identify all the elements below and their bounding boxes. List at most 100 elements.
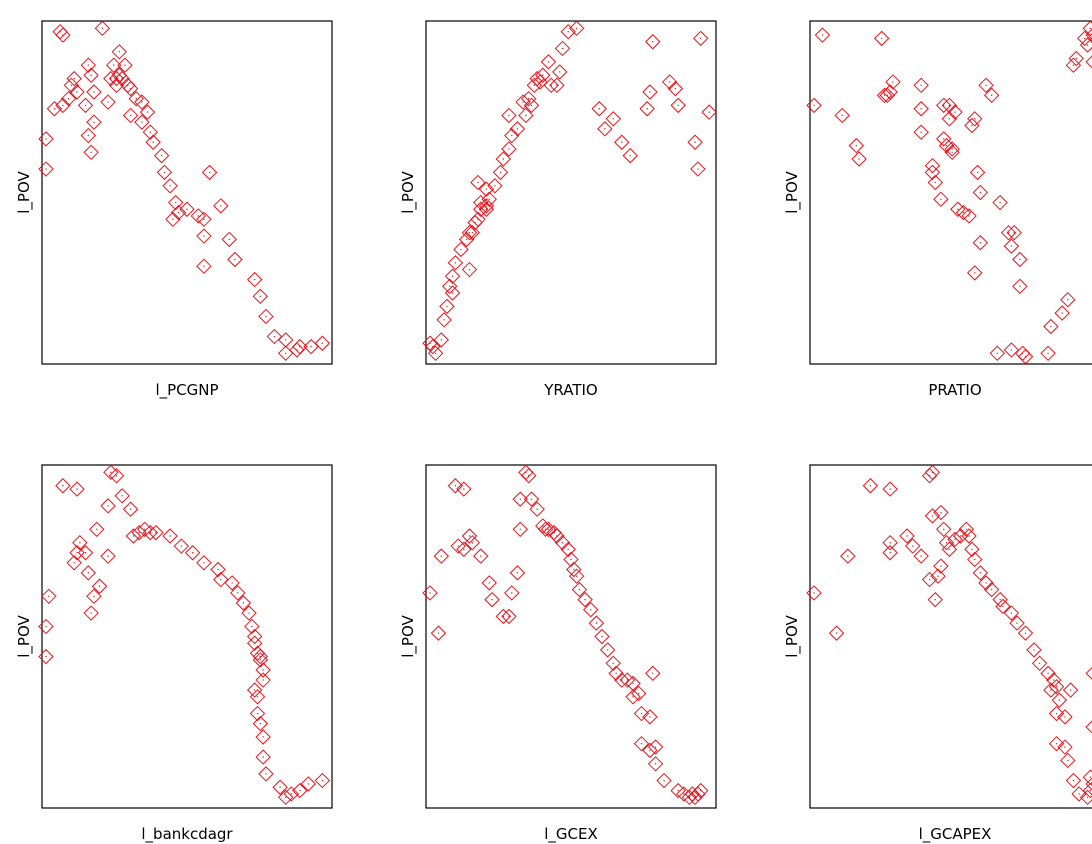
data-point [899, 528, 915, 544]
data-point [1043, 318, 1059, 335]
data-point [249, 705, 266, 722]
data-point [806, 585, 822, 601]
data-point [456, 541, 472, 558]
data-point [701, 104, 717, 120]
data-point [921, 571, 938, 588]
x-axis-label: l_GCAPEX [919, 825, 992, 844]
data-point [179, 201, 195, 217]
data-point [656, 772, 672, 789]
data-point [108, 77, 125, 94]
data-point [661, 74, 678, 90]
data-point [1017, 348, 1034, 365]
data-point [882, 545, 898, 561]
data-point [464, 224, 481, 241]
data-point [501, 141, 517, 157]
plot-frame [41, 20, 333, 365]
data-point [484, 591, 500, 608]
data-point [828, 625, 845, 641]
data-point [608, 665, 624, 682]
data-point [436, 312, 452, 328]
data-point [882, 481, 898, 497]
data-point [495, 608, 512, 625]
data-point [241, 605, 257, 621]
data-point [252, 715, 269, 732]
data-point [201, 164, 218, 181]
data-point [72, 534, 88, 551]
data-point [430, 625, 447, 641]
data-point [961, 528, 977, 544]
data-point [473, 194, 489, 211]
data-point [1085, 55, 1092, 69]
data-point [535, 67, 551, 83]
data-point [938, 534, 955, 551]
data-point [252, 648, 269, 665]
data-point [1085, 720, 1092, 734]
data-point [1048, 735, 1065, 752]
data-point [885, 74, 901, 90]
scatter-panel: l_bankcdagr l_POV [15, 464, 333, 844]
data-point [235, 595, 252, 611]
x-axis-label: l_bankcdagr [141, 825, 233, 844]
data-point [1060, 752, 1076, 769]
data-point [142, 124, 159, 140]
data-point [473, 548, 489, 564]
data-point [86, 588, 102, 605]
plot-frame [425, 464, 717, 809]
data-point [170, 204, 187, 221]
data-point [605, 111, 622, 127]
data-point [978, 575, 994, 591]
data-point [69, 481, 85, 497]
data-point [427, 345, 444, 362]
data-point [504, 127, 520, 144]
data-point [300, 776, 316, 792]
data-point [633, 735, 650, 752]
data-point [924, 164, 941, 181]
data-point [55, 27, 71, 43]
data-point [255, 672, 271, 688]
data-point [266, 328, 283, 345]
data-point [314, 335, 331, 351]
data-point [577, 591, 593, 608]
data-point [272, 779, 288, 795]
data-point [1068, 50, 1084, 67]
data-point [425, 338, 441, 355]
data-point [969, 164, 986, 181]
data-point [196, 228, 212, 244]
data-point [470, 211, 486, 228]
data-point [543, 77, 559, 94]
data-point [210, 561, 226, 578]
data-point [670, 97, 686, 114]
data-point [972, 235, 989, 251]
data-point [461, 528, 478, 544]
data-point [515, 94, 531, 110]
data-point [1040, 345, 1056, 362]
data-point [255, 662, 271, 678]
data-point [196, 555, 212, 571]
data-point [873, 30, 890, 47]
data-point [41, 588, 57, 605]
data-point [255, 729, 271, 745]
data-point [444, 268, 461, 284]
data-point [89, 521, 105, 538]
data-point [55, 478, 71, 494]
data-point [1040, 665, 1056, 682]
data-point [537, 521, 554, 538]
data-point [645, 665, 661, 682]
data-point [941, 111, 958, 127]
data-point [933, 558, 949, 574]
data-point [622, 147, 638, 164]
data-point [83, 67, 99, 83]
data-point [139, 104, 156, 120]
data-point [967, 265, 983, 281]
data-point [504, 585, 520, 601]
data-point [549, 528, 565, 544]
data-point [80, 565, 97, 581]
data-point [834, 107, 850, 124]
data-point [927, 174, 943, 191]
data-point [100, 548, 116, 564]
data-point [38, 618, 54, 635]
scatter-panel: l_GCEX l_POV [399, 464, 717, 844]
data-point [77, 545, 94, 561]
data-point [560, 23, 576, 40]
